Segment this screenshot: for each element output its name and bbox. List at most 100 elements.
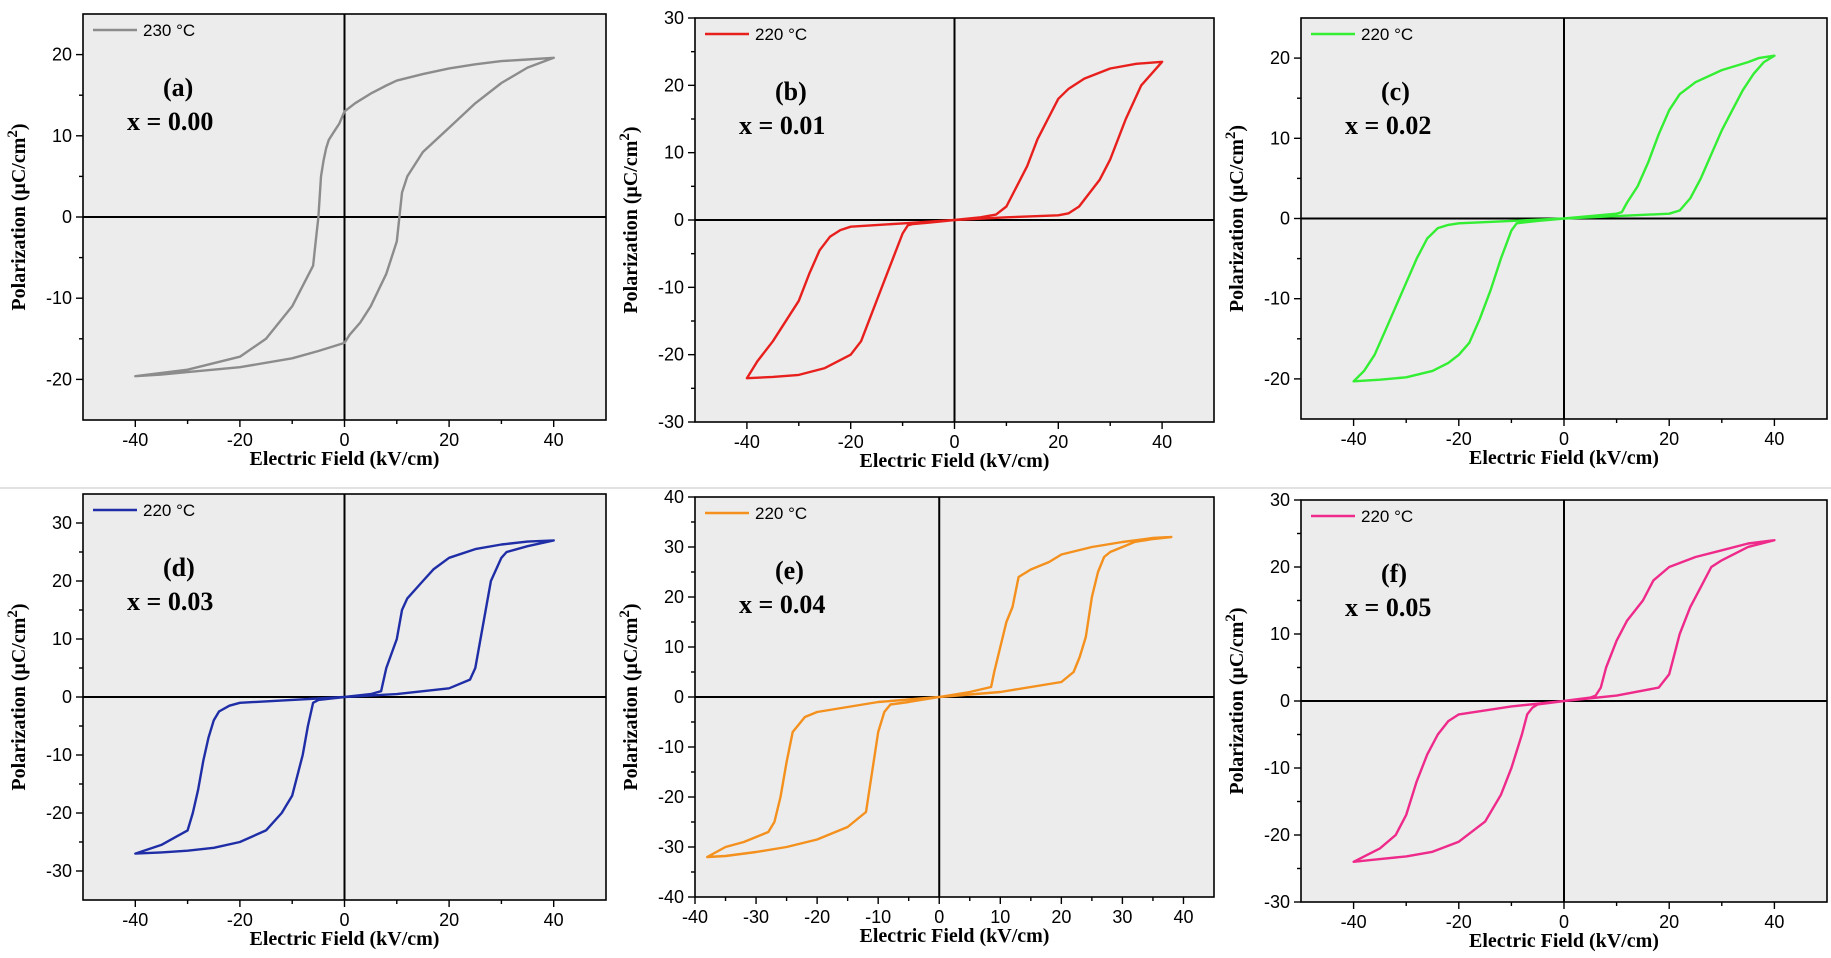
- y-axis-title: Polarization (μC/cm2): [5, 123, 30, 310]
- y-tick-label: 0: [674, 687, 684, 707]
- legend-label: 220 °C: [755, 504, 807, 523]
- y-tick-label: -10: [46, 745, 72, 765]
- y-tick-label: -20: [658, 787, 684, 807]
- x-tick-label: 40: [544, 430, 564, 450]
- y-tick-label: -20: [1264, 369, 1290, 389]
- y-axis-title: Polarization (μC/cm2): [1223, 125, 1248, 312]
- y-tick-label: 0: [1280, 209, 1290, 229]
- y-tick-label: -10: [46, 288, 72, 308]
- y-axis-title: Polarization (μC/cm2): [1223, 607, 1248, 794]
- y-tick-label: -30: [658, 837, 684, 857]
- x-tick-label: -30: [743, 907, 769, 927]
- hysteresis-loop-b: [745, 60, 1164, 380]
- x-tick-label: -10: [865, 907, 891, 927]
- x-tick-label: 40: [1764, 912, 1784, 932]
- panel-letter: (d): [163, 553, 195, 582]
- x-tick-label: -20: [227, 910, 253, 930]
- x-tick-label: 40: [1173, 907, 1193, 927]
- x-tick-label: 20: [439, 910, 459, 930]
- x-tick-label: 0: [1559, 429, 1569, 449]
- x-axis-title: Electric Field (kV/cm): [860, 925, 1050, 947]
- x-tick-label: 20: [1051, 907, 1071, 927]
- x-axis-title: Electric Field (kV/cm): [250, 448, 440, 470]
- y-tick-label: 0: [1280, 691, 1290, 711]
- y-tick-label: 30: [52, 513, 72, 533]
- x-axis-title: Electric Field (kV/cm): [250, 928, 440, 950]
- y-tick-label: -20: [1264, 825, 1290, 845]
- panel-b: -40 -20 0 20 40 -30 -20 -10 0 10 20 30 220 °C (b) x = …: [617, 8, 1215, 472]
- hysteresis-loop-a: [134, 56, 555, 378]
- composition-label: x = 0.01: [739, 111, 825, 140]
- y-axis-title: Polarization (μC/cm2): [5, 603, 30, 790]
- composition-label: x = 0.00: [127, 107, 213, 136]
- y-tick-label: 10: [52, 629, 72, 649]
- x-tick-label: -40: [122, 910, 148, 930]
- x-tick-label: -20: [227, 430, 253, 450]
- legend-label: 220 °C: [1361, 25, 1413, 44]
- composition-label: x = 0.05: [1345, 593, 1431, 622]
- y-tick-label: 10: [664, 143, 684, 163]
- legend-label: 220 °C: [755, 25, 807, 44]
- composition-label: x = 0.04: [739, 590, 825, 619]
- panel-f: -40 -20 0 20 40 -30 -20 -10 0 10 20 30 220 °C (f) x = …: [1223, 490, 1828, 952]
- y-tick-label: 0: [674, 210, 684, 230]
- y-tick-label: -30: [46, 861, 72, 881]
- x-tick-label: -40: [682, 907, 708, 927]
- y-axis-title: Polarization (μC/cm2): [617, 126, 642, 313]
- x-tick-label: -40: [734, 432, 760, 452]
- y-tick-label: -10: [658, 737, 684, 757]
- y-tick-label: 20: [1270, 48, 1290, 68]
- plot-frame: [82, 493, 607, 901]
- legend-label: 220 °C: [1361, 507, 1413, 526]
- plot-frame: [694, 496, 1215, 898]
- y-tick-label: 20: [1270, 557, 1290, 577]
- x-tick-label: 40: [1152, 432, 1172, 452]
- y-tick-label: 10: [52, 126, 72, 146]
- hysteresis-loop-d: [134, 539, 555, 855]
- x-tick-label: 0: [1559, 912, 1569, 932]
- x-tick-label: 40: [544, 910, 564, 930]
- y-tick-label: -10: [1264, 289, 1290, 309]
- panel-e: -40 -30 -20 -10 0 10 20 30 40 -40 -30 -20 -10 0 10 20 30…: [617, 487, 1215, 947]
- x-tick-label: -40: [1341, 429, 1367, 449]
- x-tick-label: 0: [949, 432, 959, 452]
- x-tick-label: -40: [122, 430, 148, 450]
- y-tick-label: 0: [62, 687, 72, 707]
- y-tick-label: -20: [658, 345, 684, 365]
- y-tick-label: 10: [1270, 128, 1290, 148]
- y-tick-label: -30: [1264, 892, 1290, 912]
- y-tick-label: -30: [658, 412, 684, 432]
- x-tick-label: 0: [934, 907, 944, 927]
- x-tick-label: 0: [339, 910, 349, 930]
- x-tick-label: 40: [1764, 429, 1784, 449]
- panel-letter: (c): [1381, 77, 1410, 106]
- y-tick-label: -10: [1264, 758, 1290, 778]
- x-axis-title: Electric Field (kV/cm): [1469, 447, 1659, 469]
- x-tick-label: 20: [1048, 432, 1068, 452]
- x-tick-label: -20: [838, 432, 864, 452]
- y-tick-label: 40: [664, 487, 684, 507]
- x-tick-label: 20: [1659, 429, 1679, 449]
- y-tick-label: -20: [46, 803, 72, 823]
- legend-label: 230 °C: [143, 21, 195, 40]
- y-tick-label: 0: [62, 207, 72, 227]
- y-tick-label: 10: [664, 637, 684, 657]
- x-tick-label: 20: [439, 430, 459, 450]
- y-tick-label: 20: [52, 571, 72, 591]
- plot-frame: [694, 17, 1215, 423]
- x-tick-label: -20: [804, 907, 830, 927]
- panel-letter: (f): [1381, 559, 1407, 588]
- hysteresis-loop-c: [1352, 54, 1776, 383]
- x-tick-label: -20: [1446, 912, 1472, 932]
- legend-label: 220 °C: [143, 501, 195, 520]
- y-tick-label: -40: [658, 887, 684, 907]
- y-tick-label: 30: [664, 8, 684, 28]
- y-axis-title: Polarization (μC/cm2): [617, 603, 642, 790]
- x-tick-label: 0: [339, 430, 349, 450]
- panel-letter: (e): [775, 556, 804, 585]
- panel-d: -40 -20 0 20 40 -30 -20 -10 0 10 20 30 220 °C (d) x = …: [5, 493, 607, 950]
- x-tick-label: -40: [1341, 912, 1367, 932]
- x-tick-label: 20: [1659, 912, 1679, 932]
- x-tick-label: 10: [990, 907, 1010, 927]
